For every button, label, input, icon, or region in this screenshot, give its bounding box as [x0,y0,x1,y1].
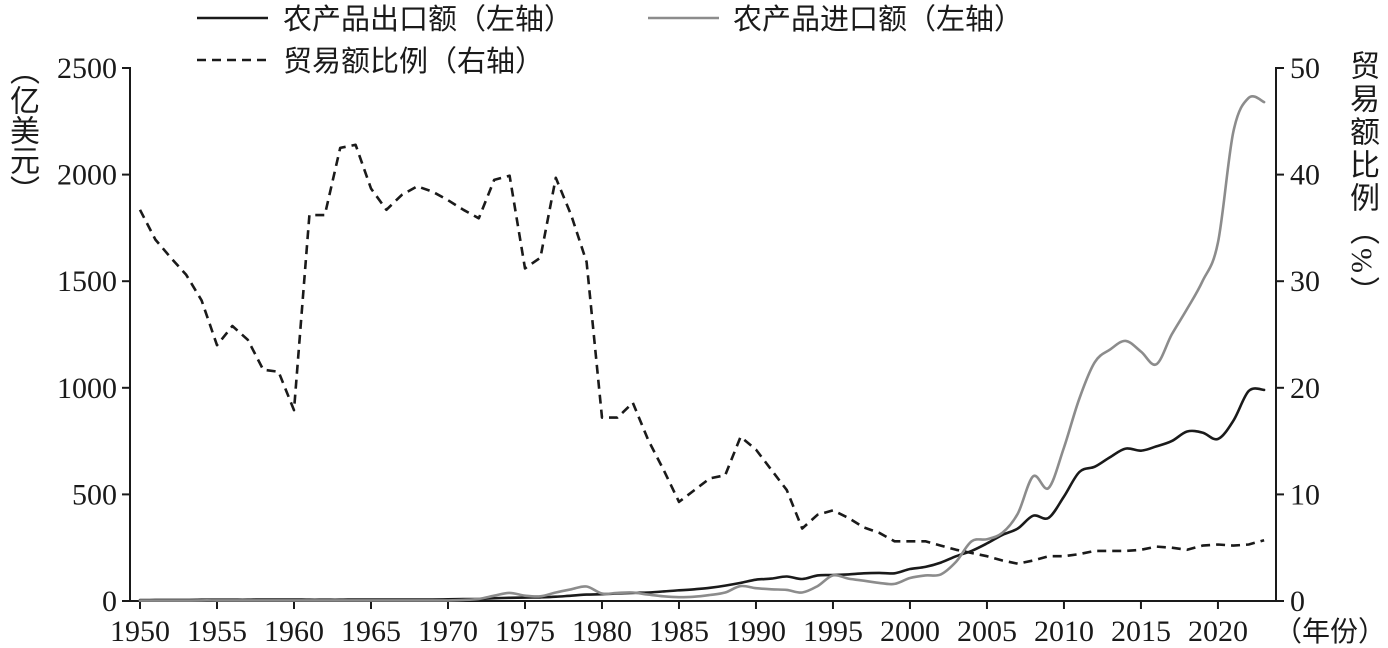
right-y-tick-label: 40 [1290,159,1320,192]
x-tick-label: 1960 [264,615,324,648]
legend-item-export: 农产品出口额（左轴） [197,3,573,36]
right-y-tick-label: 30 [1290,265,1320,298]
left-y-tick-label: 2000 [57,159,117,192]
x-tick-label: 2010 [1034,615,1094,648]
export-series-line [138,387,1266,602]
x-tick-label: 1995 [803,615,863,648]
left-y-axis-label: （亿美元） [5,55,38,205]
left-y-tick-label: 1500 [57,265,117,298]
series-group [138,95,1266,602]
legend-item-import: 农产品进口额（左轴） [648,3,1023,36]
right-y-tick-label: 20 [1290,372,1320,405]
x-tick-label: 1970 [418,615,478,648]
x-tick-label: 1965 [341,615,401,648]
x-tick-label: 2005 [957,615,1017,648]
x-tick-label: 1985 [649,615,709,648]
x-tick-label: 1980 [572,615,632,648]
tick-group: 0 500 1000 1500 2000 2500 0 10 20 30 40 50 1950 1955 1… [57,52,1320,648]
right-y-tick-label: 0 [1290,585,1305,618]
left-y-tick-label: 500 [72,478,117,511]
left-y-tick-label: 2500 [57,52,117,85]
x-tick-label: 1955 [187,615,247,648]
left-y-tick-label: 0 [102,585,117,618]
axes [129,67,1277,602]
left-y-tick-label: 1000 [57,372,117,405]
import-series-line [138,95,1266,602]
x-tick-label: 2000 [880,615,940,648]
x-tick-label: 2015 [1111,615,1171,648]
legend-label-import: 农产品进口额（左轴） [733,3,1023,36]
right-y-axis-label: 贸易额比例（%） [1345,50,1378,309]
right-y-tick-label: 10 [1290,478,1320,511]
x-tick-label: 1990 [726,615,786,648]
x-tick-label: 2020 [1188,615,1248,648]
ratio-series-line [138,143,1265,565]
legend: 农产品出口额（左轴） 农产品进口额（左轴） 贸易额比例（右轴） [197,3,1023,78]
legend-label-ratio: 贸易额比例（右轴） [283,45,544,78]
right-y-tick-label: 50 [1290,52,1320,85]
x-tick-label: 1950 [110,615,170,648]
x-tick-label: 1975 [495,615,555,648]
legend-label-export: 农产品出口额（左轴） [283,3,573,36]
x-axis-label: （年份） [1274,616,1386,648]
legend-item-ratio: 贸易额比例（右轴） [197,45,544,78]
